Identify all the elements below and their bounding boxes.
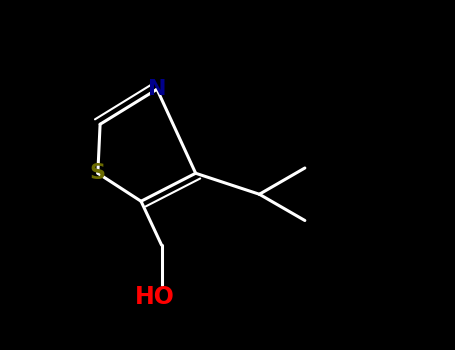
Text: S: S [90,163,106,183]
Text: N: N [148,79,166,99]
Text: HO: HO [135,286,175,309]
